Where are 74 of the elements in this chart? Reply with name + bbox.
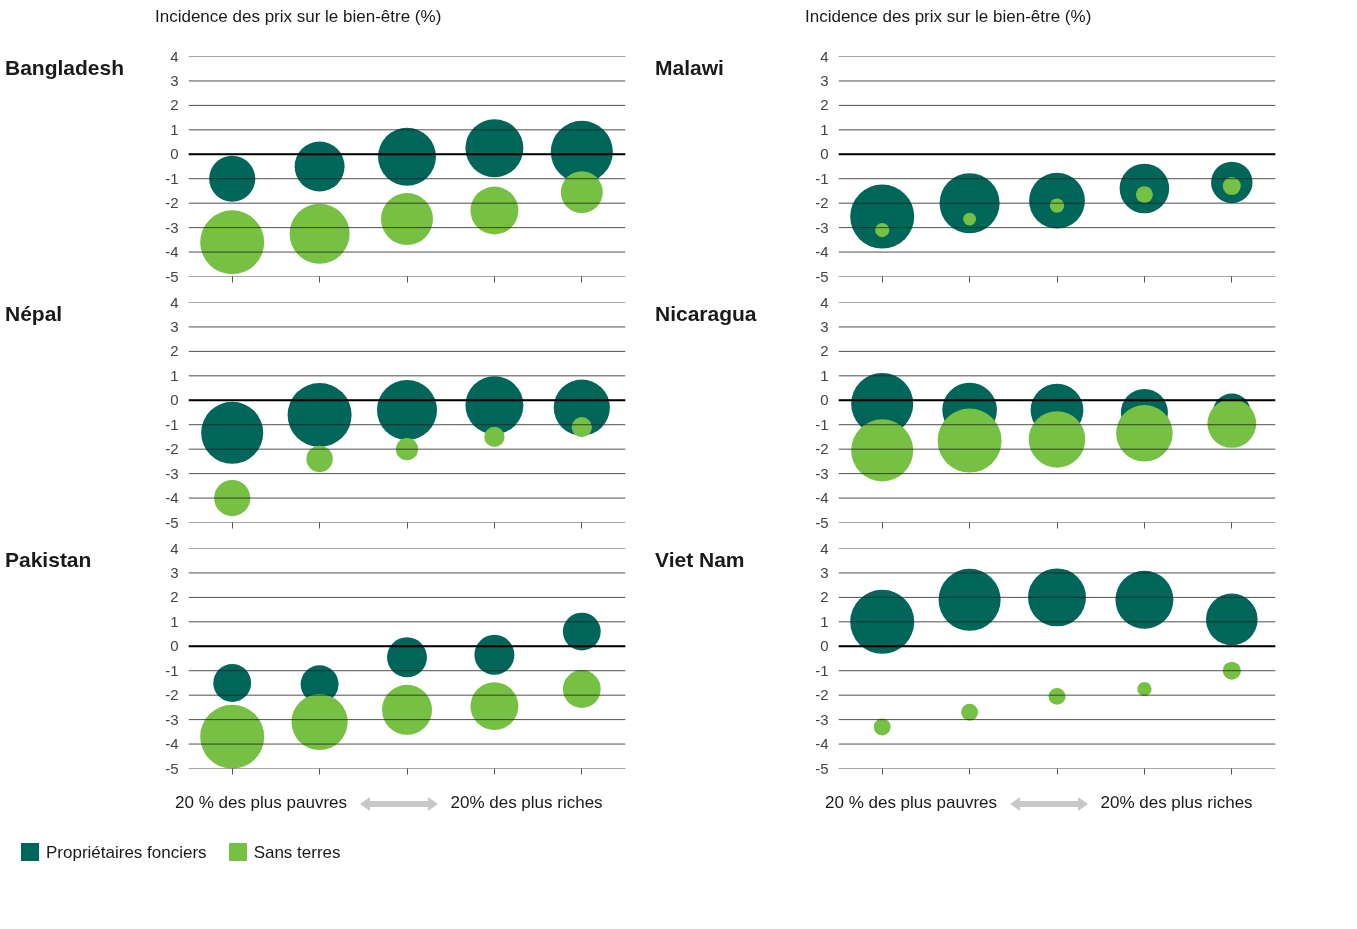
y-tick-label: 0 (170, 637, 179, 655)
y-tick-label: -2 (165, 440, 179, 458)
y-tick-label: 3 (820, 317, 829, 335)
y-tick-label: -4 (165, 489, 179, 507)
y-tick-label: 3 (820, 71, 829, 89)
y-tick-label: -5 (815, 759, 829, 777)
text: 20% des plus riches (1100, 793, 1253, 812)
y-tick-label: -4 (815, 489, 829, 507)
y-tick-label: 2 (170, 96, 179, 114)
y-tick-label: 2 (820, 96, 829, 114)
y-tick-label: 0 (170, 391, 179, 409)
chart-title: Viet Nam (655, 547, 745, 573)
y-tick-label: -4 (165, 735, 179, 753)
y-tick-label: 1 (820, 612, 829, 630)
y-tick-label: -5 (815, 513, 829, 531)
y-tick-label: 2 (820, 342, 829, 360)
y-tick-label: 0 (170, 145, 179, 163)
y-tick-label: 2 (820, 588, 829, 606)
y-axis-title: Incidence des prix sur le bien-être (%) (154, 6, 442, 28)
y-tick-label: -5 (165, 513, 179, 531)
y-axis-title: Incidence des prix sur le bien-être (%) (804, 6, 1092, 28)
y-tick-label: -3 (165, 218, 179, 236)
y-tick-label: -3 (815, 218, 829, 236)
y-tick-label: 1 (170, 120, 179, 138)
y-tick-label: -1 (165, 661, 179, 679)
y-tick-label: 1 (170, 366, 179, 384)
text: 20% des plus riches (450, 793, 603, 812)
y-tick-label: -4 (165, 243, 179, 261)
chart-title: Malawi (655, 55, 724, 81)
y-tick-label: -1 (815, 415, 829, 433)
y-tick-label: 4 (170, 293, 179, 311)
y-tick-label: -1 (815, 169, 829, 187)
y-tick-label: -5 (815, 267, 829, 285)
chart-title: Nicaragua (655, 301, 757, 327)
y-tick-label: 3 (170, 317, 179, 335)
y-tick-label: 4 (820, 539, 829, 557)
y-tick-label: 3 (820, 563, 829, 581)
y-tick-label: -3 (165, 464, 179, 482)
y-tick-label: 0 (820, 637, 829, 655)
y-tick-label: -2 (815, 440, 829, 458)
y-tick-label: -2 (165, 686, 179, 704)
legend-label: Sans terres (252, 843, 341, 862)
y-tick-label: -3 (815, 710, 829, 728)
y-tick-label: 1 (820, 120, 829, 138)
chart-title: Pakistan (5, 547, 92, 573)
y-tick-label: 0 (820, 145, 829, 163)
y-tick-label: 4 (820, 293, 829, 311)
y-tick-label: 4 (170, 539, 179, 557)
y-tick-label: 4 (820, 47, 829, 65)
y-tick-label: -1 (815, 661, 829, 679)
y-tick-label: -4 (815, 735, 829, 753)
legend-label: Propriétaires fonciers (45, 843, 207, 862)
text: 20 % des plus pauvres (175, 793, 347, 812)
chart-title: Bangladesh (5, 55, 125, 81)
y-tick-label: -1 (165, 415, 179, 433)
y-tick-label: 1 (820, 366, 829, 384)
y-tick-label: -3 (165, 710, 179, 728)
y-tick-label: -4 (815, 243, 829, 261)
y-tick-label: 2 (170, 342, 179, 360)
y-tick-label: 3 (170, 563, 179, 581)
y-tick-label: -2 (165, 194, 179, 212)
y-tick-label: -5 (165, 267, 179, 285)
y-tick-label: 1 (170, 612, 179, 630)
y-tick-label: -2 (815, 686, 829, 704)
y-tick-label: -1 (165, 169, 179, 187)
y-tick-label: -3 (815, 464, 829, 482)
y-tick-label: 4 (170, 47, 179, 65)
y-tick-label: 3 (170, 71, 179, 89)
text: 20 % des plus pauvres (825, 793, 997, 812)
y-tick-label: 2 (170, 588, 179, 606)
y-tick-label: -2 (815, 194, 829, 212)
y-tick-label: 0 (820, 391, 829, 409)
y-tick-label: -5 (165, 759, 179, 777)
chart-title: Népal (5, 301, 63, 327)
